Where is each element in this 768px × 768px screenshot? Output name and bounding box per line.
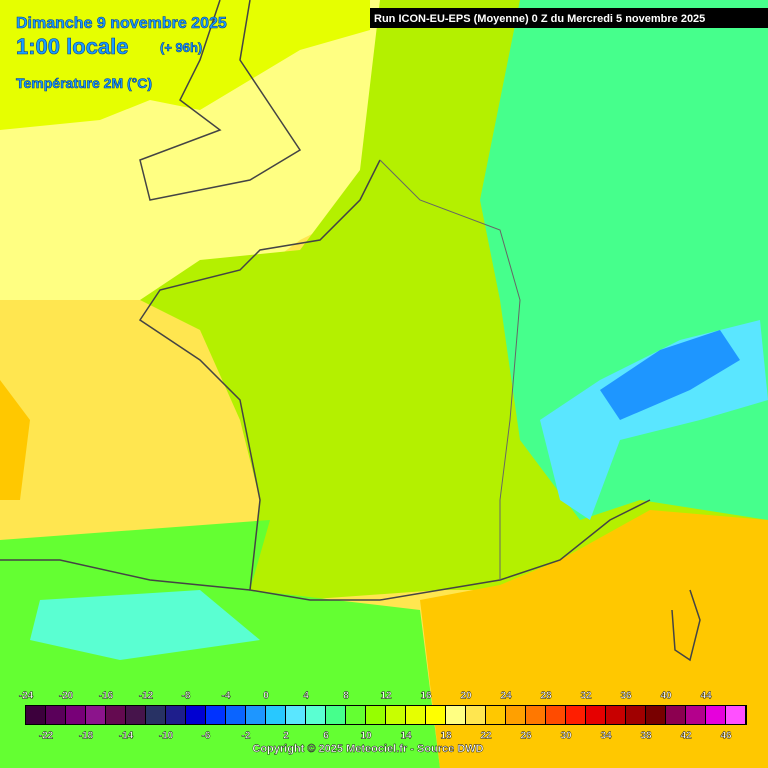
legend-label: -6 xyxy=(202,731,211,742)
legend-label: 24 xyxy=(500,691,512,702)
legend-swatch xyxy=(126,706,145,724)
legend-label: -14 xyxy=(119,731,134,742)
legend-swatch xyxy=(706,706,725,724)
run-info: Run ICON-EU-EPS (Moyenne) 0 Z du Mercred… xyxy=(374,13,705,25)
legend-swatch xyxy=(206,706,225,724)
legend-label: -4 xyxy=(222,691,231,702)
legend-swatch xyxy=(146,706,165,724)
legend-swatch xyxy=(486,706,505,724)
legend-label: 40 xyxy=(660,691,672,702)
legend-swatch xyxy=(646,706,665,724)
legend-swatch xyxy=(326,706,345,724)
legend-label: 30 xyxy=(560,731,572,742)
legend-swatch xyxy=(526,706,545,724)
legend-label: -22 xyxy=(39,731,54,742)
legend-label: 28 xyxy=(540,691,552,702)
uk-field xyxy=(0,0,370,130)
legend-label: 20 xyxy=(460,691,472,702)
lead-time: (+ 96h) xyxy=(160,40,202,55)
legend-label: 0 xyxy=(263,691,269,702)
legend-swatch xyxy=(466,706,485,724)
legend-swatch xyxy=(426,706,445,724)
legend-swatch xyxy=(26,706,45,724)
copyright: Copyright © 2025 Meteociel.fr - Source D… xyxy=(252,743,483,755)
legend-swatch xyxy=(46,706,65,724)
legend-swatch xyxy=(86,706,105,724)
legend-label: 8 xyxy=(343,691,349,702)
legend-swatch xyxy=(346,706,365,724)
legend-swatch xyxy=(446,706,465,724)
legend-swatch xyxy=(246,706,265,724)
legend-swatch xyxy=(386,706,405,724)
legend-label: 42 xyxy=(680,731,692,742)
legend-swatch xyxy=(266,706,285,724)
legend-label: 22 xyxy=(480,731,492,742)
border xyxy=(379,159,521,580)
east-field xyxy=(480,0,768,520)
legend-label: -2 xyxy=(242,731,251,742)
legend-label: -10 xyxy=(159,731,174,742)
legend-label: 32 xyxy=(580,691,592,702)
legend-swatch xyxy=(686,706,705,724)
legend-swatch xyxy=(506,706,525,724)
legend-label: 4 xyxy=(303,691,309,702)
spain-coast xyxy=(0,559,251,591)
legend-label: -20 xyxy=(59,691,74,702)
alps-cold xyxy=(600,330,740,420)
run-box xyxy=(370,8,768,28)
legend-swatch xyxy=(606,706,625,724)
legend-swatch xyxy=(286,706,305,724)
med-field xyxy=(420,510,768,768)
legend-label: -16 xyxy=(99,691,114,702)
legend-swatch xyxy=(546,706,565,724)
legend-label: 18 xyxy=(440,731,452,742)
legend-label: -24 xyxy=(19,691,34,702)
legend-swatch xyxy=(106,706,125,724)
uk-coast xyxy=(139,0,302,201)
legend-swatch xyxy=(306,706,325,724)
corsica-coast xyxy=(671,589,701,662)
legend-swatch xyxy=(186,706,205,724)
legend-label: 26 xyxy=(520,731,532,742)
legend-swatch xyxy=(666,706,685,724)
legend-label: 12 xyxy=(380,691,392,702)
legend-swatch xyxy=(226,706,245,724)
date: Dimanche 9 novembre 2025 xyxy=(16,15,227,32)
legend-label: 36 xyxy=(620,691,632,702)
legend-label: -8 xyxy=(182,691,191,702)
legend-swatch xyxy=(366,706,385,724)
legend-label: 34 xyxy=(600,731,612,742)
legend-swatch xyxy=(406,706,425,724)
legend-label: 46 xyxy=(720,731,732,742)
variable: Température 2M (°C) xyxy=(16,75,152,91)
legend-swatch xyxy=(726,706,745,724)
atlantic-warm xyxy=(0,380,30,500)
legend-swatch xyxy=(566,706,585,724)
legend-label: -18 xyxy=(79,731,94,742)
legend-swatch xyxy=(586,706,605,724)
legend-label: 16 xyxy=(420,691,432,702)
legend-label: 14 xyxy=(400,731,412,742)
legend-label: 6 xyxy=(323,731,329,742)
legend-swatch xyxy=(626,706,645,724)
legend-label: -12 xyxy=(139,691,154,702)
legend-label: 44 xyxy=(700,691,712,702)
legend-swatch xyxy=(166,706,185,724)
iberia-cool xyxy=(30,590,260,660)
legend-label: 10 xyxy=(360,731,372,742)
legend-swatch xyxy=(66,706,85,724)
legend: -24-22-20-18-16-14-12-10-8-6-4-202468101… xyxy=(19,690,747,742)
legend-label: 38 xyxy=(640,731,652,742)
legend-label: 2 xyxy=(283,731,289,742)
time: 1:00 locale xyxy=(16,34,129,59)
